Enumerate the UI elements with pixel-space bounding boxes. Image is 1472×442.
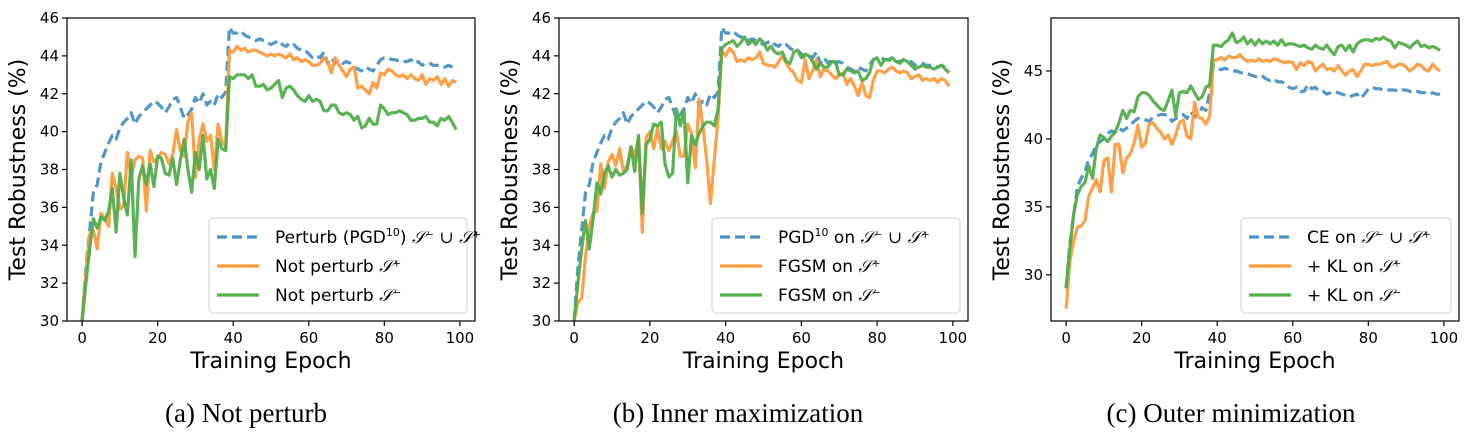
y-tick-label: 40 <box>532 123 551 141</box>
y-tick-label: 44 <box>40 47 59 65</box>
legend-label: + KL on 𝒮⁺ <box>1307 257 1401 277</box>
legend-label: Not perturb 𝒮⁻ <box>275 286 401 306</box>
y-tick-label: 45 <box>1024 62 1043 80</box>
series-line-green <box>572 35 951 321</box>
x-tick-label: 80 <box>375 329 394 347</box>
legend-box <box>1240 217 1452 314</box>
legend: Perturb (PGD10) 𝒮⁻ ∪ 𝒮⁺ Not perturb 𝒮⁺ Not… <box>208 217 481 314</box>
y-tick-label: 32 <box>40 274 59 292</box>
legend: PGD10 on 𝒮⁻ ∪ 𝒮⁺ FGSM on 𝒮⁺ FGSM on 𝒮⁻ <box>711 217 961 314</box>
x-tick-label: 100 <box>939 329 968 347</box>
y-axis-label: Test Robustness (%) <box>6 59 31 282</box>
series-line-orange <box>1064 53 1442 309</box>
y-tick-label: 40 <box>40 123 59 141</box>
y-tick-label: 35 <box>1024 198 1043 216</box>
x-tick-label: 60 <box>299 329 318 347</box>
y-axis-label: Test Robustness (%) <box>990 59 1015 282</box>
legend: CE on 𝒮⁻ ∪ 𝒮⁺ + KL on 𝒮⁺ + KL on 𝒮⁻ <box>1240 217 1452 314</box>
series-line-green <box>80 73 458 321</box>
legend-label: Perturb (PGD10) 𝒮⁻ ∪ 𝒮⁺ <box>275 226 481 248</box>
legend-label: CE on 𝒮⁻ ∪ 𝒮⁺ <box>1307 228 1431 248</box>
x-tick-label: 40 <box>224 329 243 347</box>
x-tick-label: 0 <box>1061 329 1071 347</box>
series-line-orange <box>80 44 457 321</box>
y-tick-label: 44 <box>532 47 551 65</box>
x-tick-label: 80 <box>1359 329 1378 347</box>
chart-3: 0 20 40 60 80 100 30 35 40 45 Training Epoch Test R… <box>990 17 1460 374</box>
series-line-blue <box>1064 63 1441 289</box>
y-tick-label: 36 <box>532 198 551 216</box>
y-tick-label: 40 <box>1024 130 1043 148</box>
y-tick-label: 36 <box>40 198 59 216</box>
y-tick-label: 38 <box>40 161 59 179</box>
x-tick-label: 40 <box>1208 329 1227 347</box>
x-tick-label: 20 <box>640 329 659 347</box>
x-tick-label: 60 <box>792 329 811 347</box>
y-tick-label: 42 <box>40 85 59 103</box>
y-tick-label: 38 <box>532 161 551 179</box>
legend-label: FGSM on 𝒮⁺ <box>778 257 881 277</box>
y-tick-label: 46 <box>532 9 551 27</box>
legend-label: PGD10 on 𝒮⁻ ∪ 𝒮⁺ <box>778 226 930 248</box>
x-tick-label: 100 <box>446 329 475 347</box>
x-tick-label: 100 <box>1430 329 1459 347</box>
x-tick-label: 60 <box>1283 329 1302 347</box>
x-tick-label: 0 <box>569 329 579 347</box>
x-tick-label: 80 <box>868 329 887 347</box>
x-axis-label: Training Epoch <box>189 349 351 374</box>
x-tick-label: 20 <box>1132 329 1151 347</box>
caption-c: (c) Outer minimization <box>1106 398 1356 428</box>
y-tick-label: 34 <box>532 236 551 254</box>
axes-frame <box>1050 17 1460 322</box>
x-tick-label: 20 <box>148 329 167 347</box>
y-tick-label: 30 <box>1024 266 1043 284</box>
x-tick-label: 40 <box>716 329 735 347</box>
chart-1: 0 20 40 60 80 100 30 32 34 36 38 40 42 44 46 Training E… <box>6 9 481 374</box>
legend-box <box>208 217 468 314</box>
x-axis-label: Training Epoch <box>1173 349 1335 374</box>
caption-a: (a) Not perturb <box>165 398 327 428</box>
x-axis-label: Training Epoch <box>682 349 844 374</box>
series-line-blue <box>80 25 457 321</box>
legend-box <box>711 217 961 314</box>
chart-2: 0 20 40 60 80 100 30 32 34 36 38 40 42 44 46 Training E… <box>498 9 969 374</box>
y-tick-label: 42 <box>532 85 551 103</box>
y-tick-label: 30 <box>40 312 59 330</box>
y-tick-label: 32 <box>532 274 551 292</box>
series-line-green <box>1064 31 1442 289</box>
legend-label: FGSM on 𝒮⁻ <box>778 286 881 306</box>
x-tick-label: 0 <box>77 329 87 347</box>
y-tick-label: 34 <box>40 236 59 254</box>
y-tick-label: 46 <box>40 9 59 27</box>
y-tick-label: 30 <box>532 312 551 330</box>
legend-label: Not perturb 𝒮⁺ <box>275 257 401 277</box>
y-axis-label: Test Robustness (%) <box>498 59 523 282</box>
caption-b: (b) Inner maximization <box>612 398 864 428</box>
legend-label: + KL on 𝒮⁻ <box>1307 286 1401 306</box>
